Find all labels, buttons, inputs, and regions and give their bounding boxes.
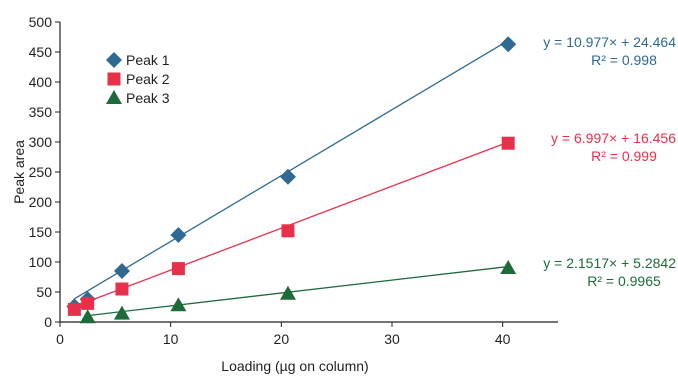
- x-tick-label: 10: [163, 331, 179, 347]
- axes: 0 50 100 150 200 250 300 350 400 450 500 0 10 20 30 40: [29, 14, 558, 347]
- x-tick-label: 40: [495, 331, 511, 347]
- legend-label-2: Peak 2: [126, 71, 170, 87]
- y-tick-label: 150: [29, 224, 53, 240]
- data-point-series-1: [170, 227, 187, 243]
- data-point-series-2: [281, 224, 295, 238]
- data-point-series-3: [500, 260, 517, 274]
- x-axis-label: Loading (µg on column): [221, 358, 368, 374]
- y-tick-label: 100: [29, 254, 53, 270]
- legend-marker-1: [106, 52, 122, 68]
- data-point-series-2: [115, 282, 129, 296]
- equation-label-2: y = 6.997× + 16.456: [551, 130, 676, 146]
- x-tick-label: 0: [56, 331, 64, 347]
- equation-annotations: y = 10.977× + 24.464 R² = 0.998 y = 6.997×…: [543, 34, 676, 289]
- data-point-series-3: [79, 309, 96, 324]
- r2-label-2: R² = 0.999: [591, 148, 657, 164]
- data-point-series-3: [170, 297, 187, 312]
- equation-label-3: y = 2.1517× + 5.2842: [543, 255, 676, 271]
- data-point-series-3: [279, 285, 296, 300]
- y-tick-label: 400: [29, 74, 53, 90]
- legend-marker-3: [106, 90, 122, 104]
- data-point-series-2: [171, 262, 185, 276]
- data-points: [66, 36, 517, 324]
- y-tick-label: 0: [44, 314, 52, 330]
- legend: Peak 1 Peak 2 Peak 3: [106, 52, 170, 106]
- data-point-series-1: [113, 263, 130, 279]
- y-tick-label: 50: [36, 284, 52, 300]
- fit-line-3: [87, 265, 509, 317]
- legend-label-3: Peak 3: [126, 90, 170, 106]
- y-tick-label: 350: [29, 104, 53, 120]
- equation-label-1: y = 10.977× + 24.464: [543, 34, 676, 50]
- y-tick-label: 500: [29, 14, 53, 30]
- data-point-series-1: [500, 36, 517, 53]
- data-point-series-2: [81, 296, 95, 310]
- data-point-series-2: [501, 136, 515, 150]
- data-point-series-3: [113, 305, 130, 320]
- data-point-series-2: [67, 302, 81, 316]
- y-tick-label: 200: [29, 194, 53, 210]
- legend-marker-2: [107, 72, 121, 86]
- x-tick-label: 30: [384, 331, 400, 347]
- y-tick-label: 300: [29, 134, 53, 150]
- y-axis-label: Peak area: [11, 140, 27, 204]
- y-tick-label: 450: [29, 44, 53, 60]
- r2-label-3: R² = 0.9965: [587, 273, 661, 289]
- data-point-series-1: [279, 168, 296, 185]
- legend-label-1: Peak 1: [126, 52, 170, 68]
- r2-label-1: R² = 0.998: [591, 52, 657, 68]
- y-tick-label: 250: [29, 164, 53, 180]
- x-tick-label: 20: [274, 331, 290, 347]
- fit-line-1: [74, 40, 509, 300]
